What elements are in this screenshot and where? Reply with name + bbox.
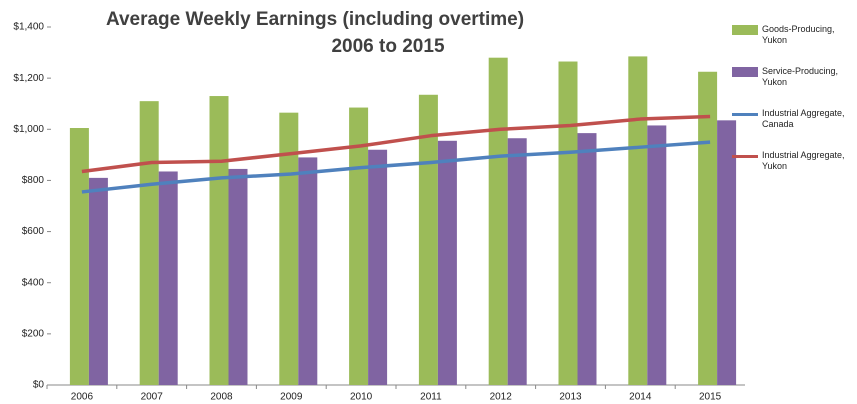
x-tick-label: 2014: [629, 392, 652, 403]
y-tick-label: $0: [33, 380, 45, 391]
legend-label: Industrial Aggregate, Yukon: [762, 150, 845, 171]
bar: [698, 71, 718, 385]
legend-item: Goods-Producing, Yukon: [732, 24, 854, 52]
bar: [228, 168, 248, 385]
y-tick-label: $600: [22, 226, 45, 237]
x-tick-label: 2012: [490, 392, 513, 403]
legend-item: Service-Producing, Yukon: [732, 66, 854, 94]
chart-subtitle: 2006 to 2015: [331, 36, 444, 57]
x-tick-label: 2011: [420, 392, 442, 403]
bar: [577, 133, 597, 385]
legend-item: Industrial Aggregate, Canada: [732, 108, 854, 136]
bar: [349, 107, 369, 386]
y-tick-label: $1,400: [13, 22, 44, 33]
bar: [628, 56, 648, 386]
bar: [488, 57, 508, 385]
legend-label: Goods-Producing, Yukon: [762, 24, 835, 45]
bar: [437, 140, 457, 385]
legend-swatch: [732, 155, 758, 158]
x-tick-label: 2007: [141, 392, 164, 403]
legend-label: Industrial Aggregate, Canada: [762, 108, 845, 129]
bar: [298, 157, 318, 385]
bar: [717, 120, 737, 385]
bar: [558, 61, 578, 386]
y-tick-label: $1,200: [13, 73, 44, 84]
legend-swatch: [732, 25, 758, 35]
bar: [418, 94, 438, 385]
line: [81, 114, 711, 174]
x-tick-label: 2006: [71, 392, 94, 403]
bar: [209, 96, 229, 386]
y-tick-label: $200: [22, 328, 45, 339]
x-tick-label: 2013: [559, 392, 582, 403]
bar: [69, 128, 89, 385]
y-tick-label: $800: [22, 175, 45, 186]
bar: [279, 112, 299, 386]
y-tick-label: $1,000: [13, 124, 44, 135]
bar: [139, 101, 159, 386]
chart-title: Average Weekly Earnings (including overt…: [106, 9, 524, 30]
bar: [368, 149, 388, 385]
x-tick-label: 2009: [280, 392, 303, 403]
x-tick-label: 2008: [210, 392, 233, 403]
legend-item: Industrial Aggregate, Yukon: [732, 150, 854, 178]
bar: [88, 177, 108, 385]
y-tick-label: $400: [22, 277, 45, 288]
bar: [647, 125, 667, 385]
x-tick-label: 2015: [699, 392, 722, 403]
bar: [158, 171, 178, 385]
bar: [507, 138, 527, 385]
legend-swatch: [732, 67, 758, 77]
legend-label: Service-Producing, Yukon: [762, 66, 839, 87]
legend: Goods-Producing, Yukon Service-Producing,…: [732, 24, 854, 192]
legend-swatch: [732, 113, 758, 116]
x-tick-label: 2010: [350, 392, 373, 403]
line: [81, 140, 711, 194]
